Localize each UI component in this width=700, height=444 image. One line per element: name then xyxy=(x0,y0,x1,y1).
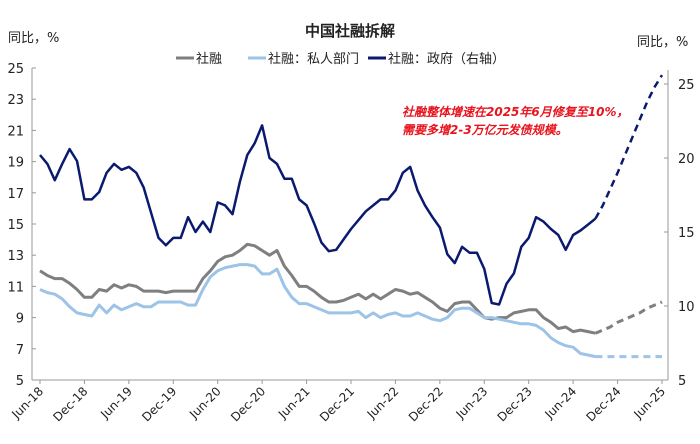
x-tick-label: Dec-20 xyxy=(228,384,268,424)
right-tick-label: 15 xyxy=(678,226,695,241)
series-projection-3 xyxy=(594,74,664,220)
series-line-2 xyxy=(39,263,596,359)
chart-title: 中国社融拆解 xyxy=(305,22,395,40)
series-line-1 xyxy=(39,242,596,335)
x-tick-label: Jun-21 xyxy=(275,384,313,422)
legend-label: 社融：私人部门 xyxy=(268,51,359,67)
left-tick-label: 23 xyxy=(7,93,24,108)
legend-label: 社融 xyxy=(196,51,222,67)
x-tick-label: Dec-22 xyxy=(406,384,446,424)
series-line-3 xyxy=(39,124,597,306)
right-tick-label: 20 xyxy=(678,152,695,167)
annotation-line-2: 需要多增2-3万亿元发债规模。 xyxy=(402,123,568,137)
left-axis-label: 同比，% xyxy=(8,31,59,46)
x-tick-label: Jun-23 xyxy=(453,384,491,422)
left-tick-label: 11 xyxy=(7,280,24,295)
right-tick-label: 25 xyxy=(678,78,695,93)
x-tick-label: Jun-24 xyxy=(542,384,580,422)
series-lines xyxy=(39,74,664,359)
left-tick-label: 9 xyxy=(16,312,24,327)
left-tick-label: 15 xyxy=(7,218,24,233)
x-tick-label: Jun-25 xyxy=(630,384,668,422)
x-tick-label: Dec-24 xyxy=(584,384,624,424)
annotation-line-1: 社融整体增速在2025年6月修复至10%， xyxy=(402,105,628,119)
left-tick-label: 5 xyxy=(16,374,24,389)
left-tick-label: 7 xyxy=(16,343,24,358)
left-tick-label: 19 xyxy=(7,156,24,171)
x-tick-label: Jun-22 xyxy=(364,384,402,422)
x-tick-label: Dec-18 xyxy=(50,384,90,424)
left-tick-label: 17 xyxy=(7,187,24,202)
left-tick-label: 21 xyxy=(7,124,24,139)
x-tick-label: Dec-19 xyxy=(139,384,179,424)
x-tick-label: Dec-21 xyxy=(317,384,357,424)
series-projection-1 xyxy=(594,300,663,335)
right-axis-label: 同比，% xyxy=(637,35,688,50)
right-tick-label: 5 xyxy=(678,374,686,389)
x-tick-label: Jun-19 xyxy=(97,384,135,422)
left-tick-label: 25 xyxy=(7,62,24,77)
x-tick-label: Dec-23 xyxy=(495,384,535,424)
legend-label: 社融：政府（右轴） xyxy=(388,51,505,67)
x-tick-label: Jun-18 xyxy=(8,384,46,422)
legend: 社融 社融：私人部门 社融：政府（右轴） xyxy=(176,51,505,67)
right-tick-label: 10 xyxy=(678,300,695,315)
left-tick-label: 13 xyxy=(7,249,24,264)
x-tick-label: Jun-20 xyxy=(186,384,224,422)
